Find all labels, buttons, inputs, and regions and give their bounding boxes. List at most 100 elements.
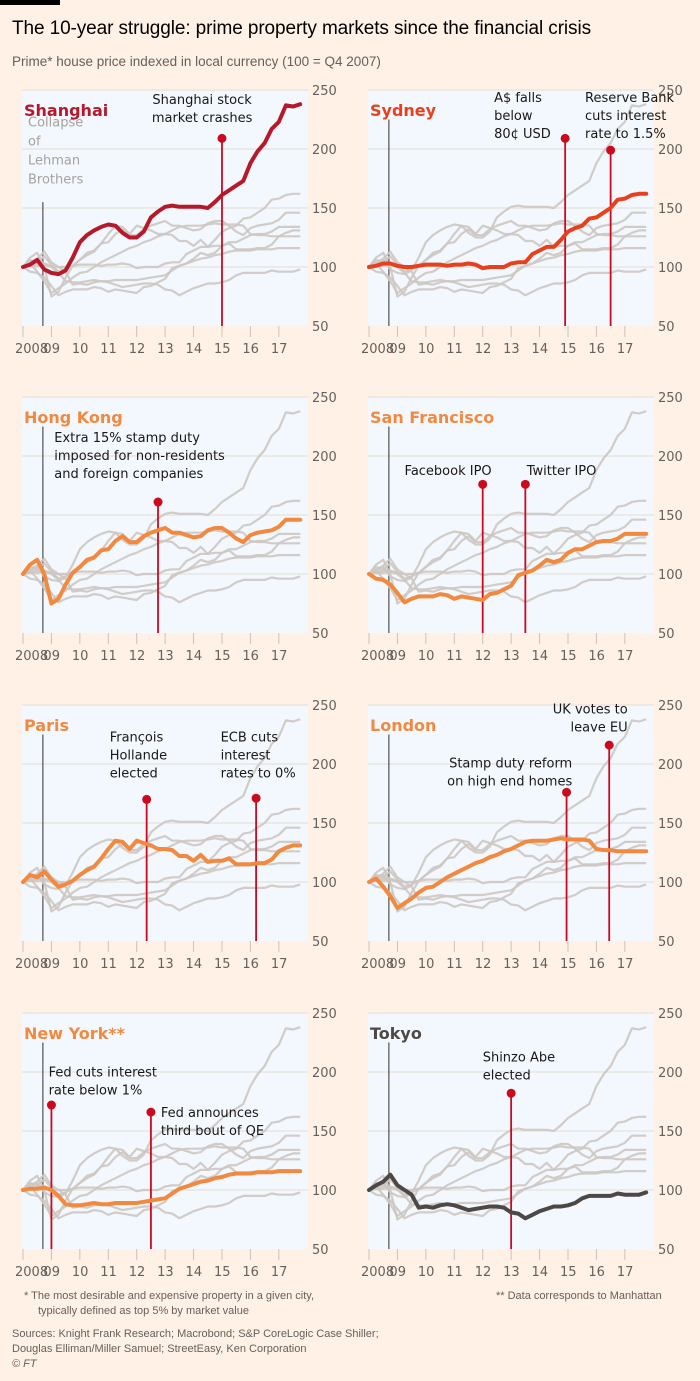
x-tick-label: 09 — [389, 342, 406, 357]
y-tick-label: 250 — [312, 699, 337, 714]
x-tick-label: 14 — [186, 957, 203, 972]
x-tick-label: 14 — [532, 957, 549, 972]
x-tick-label: 2008 — [361, 957, 394, 972]
y-tick-label: 200 — [658, 1066, 683, 1081]
city-label-london: London — [370, 716, 436, 735]
context-line-shanghai — [22, 718, 301, 891]
context-line-hong-kong — [368, 518, 647, 605]
x-tick-label: 2008 — [15, 649, 48, 664]
series-line-london — [367, 836, 649, 910]
x-tick-label: 17 — [617, 649, 634, 664]
y-tick-label: 200 — [658, 450, 683, 465]
copyright: © FT — [12, 1358, 37, 1370]
event-marker-dot — [560, 133, 570, 143]
lehman-label: of — [28, 135, 41, 150]
y-tick-label: 50 — [312, 935, 329, 950]
event-label: elected — [483, 1068, 531, 1083]
context-line-london — [22, 529, 301, 602]
footnote-manhattan: ** Data corresponds to Manhattan — [496, 1290, 662, 1302]
footnote-prime-line1: * The most desirable and expensive prope… — [24, 1290, 315, 1302]
x-tick-label: 16 — [588, 957, 605, 972]
y-tick-label: 150 — [312, 509, 337, 524]
event-label: Twitter IPO — [526, 464, 597, 479]
y-tick-label: 100 — [312, 261, 337, 276]
event-label: François — [110, 731, 164, 746]
x-tick-label: 14 — [532, 649, 549, 664]
event-label: Reserve Bank — [585, 91, 675, 106]
city-label-tokyo: Tokyo — [370, 1024, 422, 1043]
x-tick-label: 11 — [100, 342, 117, 357]
x-tick-label: 09 — [43, 649, 60, 664]
x-tick-label: 09 — [43, 342, 60, 357]
context-line-new-york — [22, 554, 301, 591]
x-tick-label: 16 — [588, 342, 605, 357]
y-tick-label: 50 — [658, 1243, 675, 1258]
x-tick-label: 2008 — [361, 342, 394, 357]
event-label: imposed for non-residents — [54, 449, 225, 464]
x-tick-label: 14 — [186, 342, 203, 357]
event-label: UK votes to — [553, 702, 628, 717]
x-tick-label: 11 — [446, 957, 463, 972]
x-tick-label: 10 — [418, 957, 435, 972]
x-tick-label: 11 — [100, 1265, 117, 1280]
event-marker-dot — [251, 793, 261, 803]
y-tick-label: 50 — [312, 627, 329, 642]
x-tick-label: 15 — [560, 342, 577, 357]
sources-line2: Douglas Elliman/Miller Samuel; StreetEas… — [12, 1343, 307, 1355]
x-tick-label: 17 — [271, 342, 288, 357]
x-tick-label: 13 — [157, 957, 174, 972]
x-tick-label: 12 — [129, 342, 146, 357]
x-tick-label: 13 — [157, 649, 174, 664]
x-tick-label: 14 — [532, 342, 549, 357]
event-label: ECB cuts — [221, 731, 279, 746]
x-tick-label: 17 — [617, 957, 634, 972]
x-tick-label: 12 — [129, 649, 146, 664]
x-tick-label: 10 — [72, 957, 89, 972]
x-tick-label: 09 — [43, 957, 60, 972]
y-tick-label: 150 — [312, 1125, 337, 1140]
event-label: Extra 15% stamp duty — [54, 431, 200, 446]
event-label: and foreign companies — [54, 467, 203, 482]
y-tick-label: 100 — [658, 261, 683, 276]
x-tick-label: 15 — [560, 1265, 577, 1280]
event-label: rate below 1% — [49, 1084, 143, 1099]
x-tick-label: 14 — [186, 649, 203, 664]
event-label: A$ falls — [494, 91, 542, 106]
city-label-hong-kong: Hong Kong — [24, 408, 123, 427]
y-tick-label: 200 — [312, 143, 337, 158]
series-line-hong-kong — [21, 517, 303, 606]
context-line-shanghai — [22, 1026, 301, 1199]
x-tick-label: 2008 — [361, 1265, 394, 1280]
event-label: elected — [110, 767, 158, 782]
series-line-shanghai — [21, 102, 303, 277]
x-tick-label: 13 — [157, 342, 174, 357]
event-label: rate to 1.5% — [585, 127, 666, 142]
event-marker-dot — [506, 1088, 516, 1098]
event-label: on high end homes — [447, 775, 572, 790]
y-tick-label: 200 — [312, 1066, 337, 1081]
x-tick-label: 10 — [72, 649, 89, 664]
x-tick-label: 10 — [72, 1265, 89, 1280]
y-tick-label: 100 — [312, 1184, 337, 1199]
context-line-tokyo — [22, 250, 301, 297]
event-label: Stamp duty reform — [449, 757, 572, 772]
x-tick-label: 15 — [214, 649, 231, 664]
context-line-tokyo — [368, 250, 647, 297]
x-tick-label: 13 — [503, 957, 520, 972]
event-label: Shinzo Abe — [483, 1050, 555, 1065]
chart-title: The 10-year struggle: prime property mar… — [12, 18, 591, 39]
y-tick-label: 250 — [312, 84, 337, 99]
y-tick-label: 250 — [312, 1007, 337, 1022]
context-line-tokyo — [22, 557, 301, 604]
city-label-paris: Paris — [24, 716, 69, 735]
lehman-label: Brothers — [28, 173, 84, 188]
event-marker-dot — [606, 145, 616, 155]
y-tick-label: 250 — [658, 699, 683, 714]
x-tick-label: 10 — [72, 342, 89, 357]
y-tick-label: 150 — [658, 509, 683, 524]
context-line-tokyo — [368, 557, 647, 604]
